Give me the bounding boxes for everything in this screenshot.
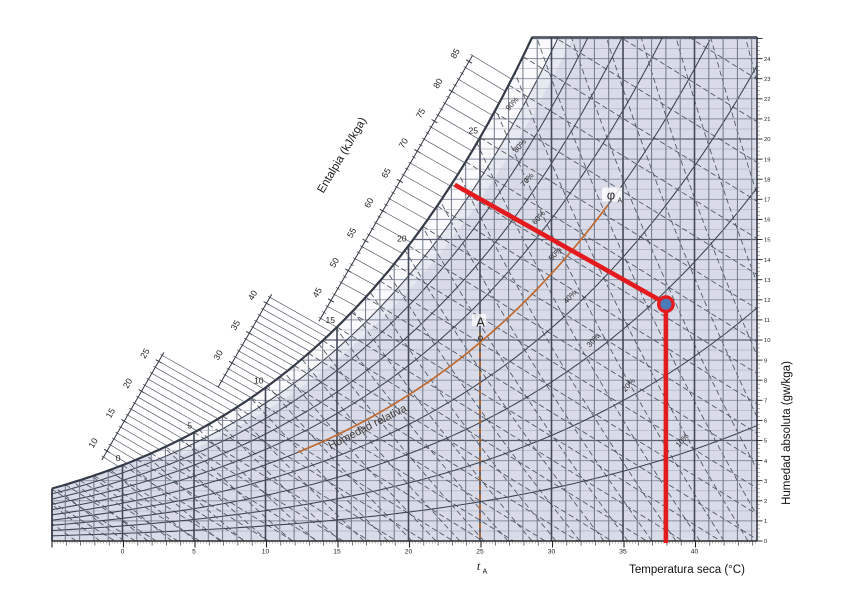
svg-text:45: 45 [310,286,324,300]
svg-text:11: 11 [764,318,770,324]
svg-text:20: 20 [405,549,413,556]
svg-text:Humedad absoluta (gw/kga): Humedad absoluta (gw/kga) [781,361,793,505]
svg-text:60: 60 [362,196,376,210]
svg-text:80: 80 [431,77,445,91]
svg-text:22: 22 [764,97,770,103]
svg-text:85: 85 [448,47,462,61]
svg-text:10: 10 [86,436,100,450]
svg-text:5: 5 [187,420,192,430]
svg-text:19: 19 [764,157,770,163]
svg-text:0: 0 [116,453,121,463]
svg-text:20: 20 [764,137,770,143]
svg-text:4: 4 [764,459,768,465]
svg-text:10: 10 [262,549,270,556]
svg-text:Temperatura seca (°C): Temperatura seca (°C) [629,564,745,576]
svg-text:25: 25 [138,347,152,361]
svg-text:25: 25 [476,549,484,556]
svg-text:0: 0 [121,549,125,556]
svg-text:23: 23 [764,77,770,83]
svg-text:15: 15 [325,315,335,325]
svg-text:65: 65 [379,166,393,180]
svg-text:17: 17 [764,198,770,204]
svg-text:15: 15 [333,549,341,556]
svg-text:25: 25 [468,126,478,136]
svg-text:t: t [477,559,481,573]
svg-text:16: 16 [764,218,770,224]
svg-text:20: 20 [397,234,407,244]
svg-text:A: A [483,569,488,576]
svg-text:55: 55 [345,226,359,240]
svg-text:5: 5 [192,549,196,556]
svg-text:8: 8 [764,378,767,384]
svg-text:75: 75 [414,106,428,120]
svg-text:35: 35 [619,549,627,556]
svg-text:7: 7 [764,399,767,405]
svg-text:12: 12 [764,298,770,304]
svg-text:24: 24 [764,57,771,63]
svg-text:30: 30 [548,549,556,556]
svg-text:14: 14 [764,258,771,264]
svg-text:A: A [618,198,623,205]
svg-text:6: 6 [764,419,767,425]
svg-text:15: 15 [764,238,770,244]
svg-text:5: 5 [764,439,767,445]
svg-text:40: 40 [246,288,260,302]
svg-text:0: 0 [764,539,767,545]
svg-text:φ: φ [607,188,615,203]
svg-text:40: 40 [691,549,699,556]
svg-text:30: 30 [211,348,225,362]
svg-text:21: 21 [764,117,770,123]
svg-text:15: 15 [104,406,118,420]
svg-text:A: A [476,316,485,330]
svg-text:9: 9 [764,358,767,364]
svg-text:50: 50 [328,256,342,270]
svg-text:10: 10 [254,376,264,386]
svg-text:70: 70 [397,136,411,150]
svg-text:10: 10 [764,338,770,344]
svg-text:20: 20 [121,376,135,390]
svg-text:2: 2 [764,499,767,505]
svg-text:3: 3 [764,479,767,485]
svg-text:18: 18 [764,177,770,183]
svg-text:1: 1 [764,519,767,525]
svg-text:13: 13 [764,278,770,284]
svg-text:35: 35 [229,318,243,332]
